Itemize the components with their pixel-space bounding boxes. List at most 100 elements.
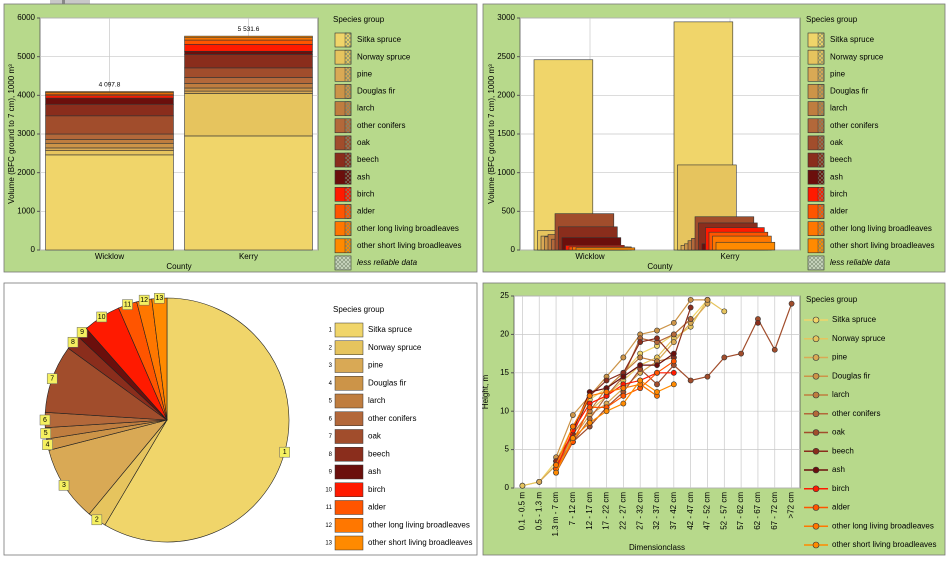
y-tick-label: 25 — [500, 291, 509, 300]
legend-number: 6 — [329, 416, 333, 422]
y-tick-label: 1000 — [497, 168, 515, 177]
data-point — [569, 412, 576, 418]
legend-hatch — [817, 32, 825, 48]
legend-marker — [812, 447, 820, 455]
data-point — [637, 377, 644, 384]
legend-number: 12 — [325, 523, 332, 529]
legend-swatch — [334, 482, 364, 497]
x-tick-label: 0.1 - 0.5 m — [518, 492, 527, 531]
data-point — [569, 423, 576, 430]
data-point — [654, 327, 660, 334]
data-point — [704, 373, 711, 380]
legend-label: beech — [368, 449, 390, 458]
y-tick-label: 6000 — [17, 13, 35, 22]
bar-segment — [184, 67, 313, 78]
legend-hatch — [817, 238, 825, 254]
slice-label-box — [91, 514, 103, 526]
y-tick-label: 2000 — [17, 168, 35, 177]
data-point — [788, 300, 795, 307]
legend-hatch — [344, 169, 352, 185]
legend-note: less reliable data — [357, 258, 418, 267]
legend-number: 8 — [329, 452, 333, 458]
legend-swatch — [334, 447, 364, 462]
data-point — [620, 373, 627, 380]
legend-hatch — [817, 84, 825, 99]
bar-segment — [45, 91, 174, 93]
bar-segment — [184, 43, 313, 52]
legend-hatch — [817, 118, 825, 133]
legend-label: birch — [368, 485, 385, 494]
bar-segment — [45, 95, 174, 99]
data-point — [654, 381, 660, 388]
legend-label: alder — [830, 207, 848, 216]
legend-note: less reliable data — [830, 258, 891, 267]
bar-segment — [184, 83, 313, 89]
legend-marker — [812, 372, 820, 380]
data-point — [670, 381, 677, 388]
legend-label: other conifers — [357, 121, 405, 130]
slice-label-box — [58, 480, 70, 491]
slice-label: 8 — [71, 339, 75, 346]
legend-label: Norway spruce — [832, 334, 886, 343]
bar-segment — [45, 150, 174, 156]
legend-label: Sitka spruce — [832, 315, 877, 324]
slice-label: 10 — [98, 314, 106, 321]
data-point — [603, 377, 610, 384]
legend-label: Norway spruce — [357, 52, 411, 61]
legend-label: pine — [830, 69, 846, 78]
legend-number: 2 — [329, 345, 333, 351]
y-tick-label: 0 — [505, 483, 510, 492]
y-tick-label: 15 — [500, 368, 509, 377]
y-tick-label: 500 — [502, 206, 516, 215]
legend-swatch — [334, 322, 364, 338]
data-point — [687, 377, 694, 384]
legend-note-hatch — [808, 255, 824, 270]
data-point — [553, 462, 559, 468]
bar-segment — [184, 50, 313, 55]
data-point — [704, 296, 711, 303]
data-point — [687, 316, 694, 322]
legend-swatch — [334, 393, 364, 409]
legend-hatch — [344, 204, 352, 219]
legend-label: Douglas fir — [832, 371, 871, 380]
legend-swatch — [334, 500, 364, 515]
legend-label: oak — [832, 428, 846, 437]
data-point — [654, 369, 660, 376]
y-tick-label: 10 — [500, 406, 509, 415]
legend-label: ash — [830, 172, 843, 181]
data-point — [721, 308, 728, 315]
legend-marker — [812, 391, 820, 399]
data-point — [569, 435, 576, 441]
bar-segment — [45, 154, 174, 251]
legend-swatch — [334, 518, 364, 533]
total-label: 4 097.8 — [99, 81, 121, 88]
x-tick-label: 22 - 27 cm — [618, 492, 627, 530]
slice-label: 6 — [43, 417, 47, 424]
legend-number: 9 — [329, 470, 333, 476]
bar — [575, 247, 636, 251]
legend-label: alder — [368, 503, 386, 512]
legend-label: Douglas fir — [830, 87, 869, 96]
legend-label: Norway spruce — [830, 52, 884, 61]
legend-label: pine — [832, 353, 848, 362]
bar-segment — [45, 139, 174, 144]
x-tick-label: 42 - 47 cm — [686, 492, 695, 530]
bar-segment — [184, 93, 313, 137]
data-point — [519, 482, 526, 489]
series-line — [555, 299, 708, 458]
slice-label-box — [39, 414, 51, 426]
slice-label-box — [42, 439, 53, 450]
legend-hatch — [344, 135, 352, 151]
slice-label: 11 — [124, 301, 131, 308]
legend-marker — [812, 429, 820, 436]
x-axis-label: County — [647, 262, 672, 271]
legend-label: Sitka spruce — [357, 35, 402, 44]
slice-label-box — [154, 292, 165, 304]
x-tick-label: 0.5 - 1.3 m — [534, 492, 543, 531]
data-point — [586, 419, 593, 426]
legend-hatch — [344, 118, 352, 133]
slice-label: 12 — [140, 297, 148, 304]
legend-label: beech — [357, 155, 379, 164]
legend-title: Species group — [333, 15, 385, 24]
y-tick-label: 0 — [31, 245, 36, 254]
